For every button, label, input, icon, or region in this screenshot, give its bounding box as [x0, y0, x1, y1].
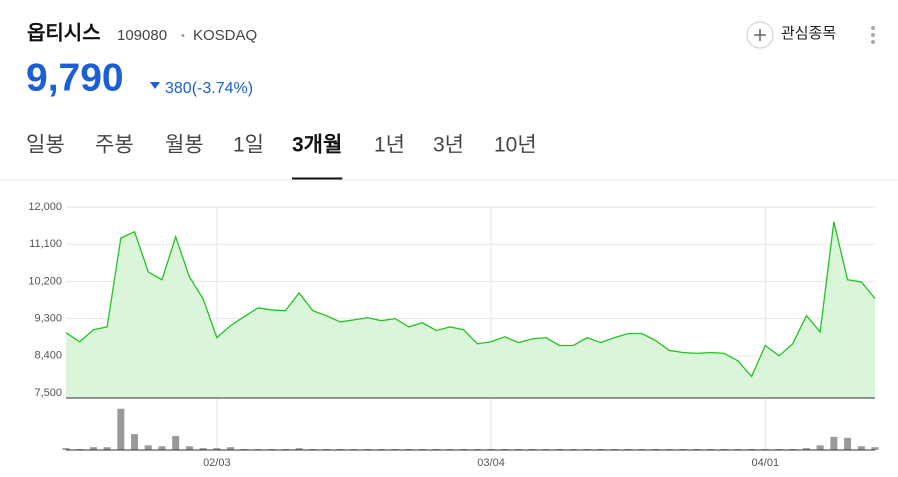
tab[interactable]: 주봉 — [95, 134, 134, 157]
y-tick-label: 9,300 — [34, 313, 62, 325]
volume-bar — [857, 446, 865, 450]
price-area — [66, 221, 875, 398]
volume-bar — [172, 435, 180, 450]
volume-bar — [117, 408, 125, 450]
volume-bar — [871, 447, 879, 450]
volume-bar — [227, 447, 235, 450]
tab[interactable]: 월봉 — [165, 134, 204, 157]
stock-code: 109080 — [117, 27, 167, 44]
y-tick-label: 7,500 — [34, 387, 62, 399]
volume-bar — [844, 437, 852, 450]
volume-bar — [802, 448, 810, 450]
market: KOSDAQ — [193, 27, 257, 44]
x-tick-label: 03/04 — [477, 457, 505, 469]
volume-bar — [62, 448, 70, 450]
volume-bar — [89, 447, 97, 450]
tab[interactable]: 10년 — [494, 134, 537, 157]
x-tick-label: 04/01 — [752, 457, 780, 469]
separator: • — [181, 30, 185, 42]
volume-bar — [158, 446, 166, 450]
volume-bar — [213, 448, 221, 450]
y-tick-label: 12,000 — [28, 201, 62, 213]
y-tick-label: 10,200 — [28, 275, 62, 287]
volume-bar — [131, 434, 139, 450]
tab[interactable]: 3년 — [433, 134, 464, 157]
dot — [871, 33, 875, 37]
volume-bar — [199, 448, 207, 450]
tab[interactable]: 1년 — [374, 134, 405, 157]
down-arrow — [150, 82, 160, 89]
dot — [871, 26, 875, 30]
more-menu[interactable] — [871, 26, 875, 44]
watch-label: 관심종목 — [781, 25, 836, 42]
tab[interactable]: 일봉 — [26, 134, 65, 157]
plus-icon — [754, 29, 766, 41]
price-line — [65, 221, 876, 378]
price: 9,790 — [26, 56, 124, 99]
volume-bar — [295, 448, 303, 450]
y-tick-label: 11,100 — [29, 238, 62, 250]
y-tick-label: 8,400 — [34, 350, 62, 362]
x-tick-label: 02/03 — [203, 457, 231, 469]
volume-bar — [816, 445, 824, 450]
dot — [871, 40, 875, 44]
volume-bar — [185, 446, 193, 450]
stock-name: 옵티시스 — [27, 21, 101, 44]
tab[interactable]: 3개월 — [292, 134, 342, 157]
volume-bar — [103, 447, 111, 450]
price-change: 380(-3.74%) — [165, 80, 253, 97]
volume-bar — [144, 445, 152, 450]
watch-button[interactable]: 관심종목 — [746, 21, 836, 49]
tab[interactable]: 1일 — [233, 134, 264, 157]
volume-bar — [830, 436, 838, 450]
